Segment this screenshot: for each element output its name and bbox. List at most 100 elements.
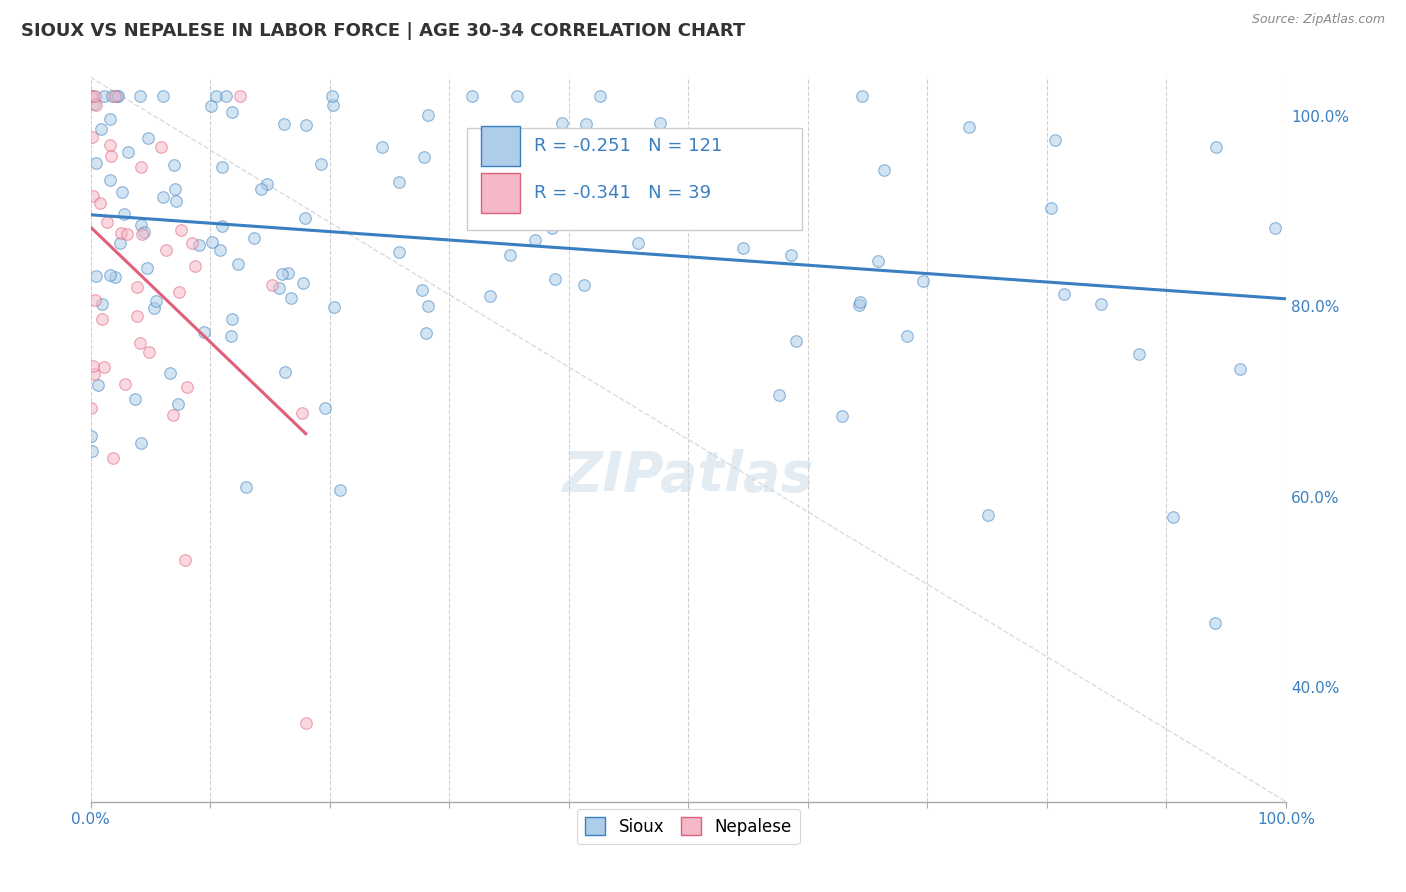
- Point: [112, 207, 135, 221]
- Point: [1229, 361, 1251, 376]
- Point: [117, 145, 139, 159]
- Point: [115, 227, 138, 241]
- Point: [181, 235, 204, 250]
- Point: [82, 359, 104, 373]
- Point: [129, 89, 152, 103]
- Point: [314, 401, 336, 415]
- Point: [176, 380, 198, 394]
- Point: [86, 156, 108, 170]
- Point: [131, 227, 153, 241]
- Point: [105, 89, 128, 103]
- Point: [1204, 615, 1226, 630]
- Point: [572, 278, 595, 293]
- Point: [416, 108, 439, 122]
- Point: [145, 294, 167, 309]
- Point: [110, 226, 132, 240]
- Point: [155, 243, 177, 257]
- Point: [136, 261, 159, 276]
- Point: [84, 293, 107, 307]
- Point: [291, 406, 314, 420]
- Point: [221, 104, 243, 119]
- Point: [107, 89, 129, 103]
- Point: [270, 267, 292, 281]
- Point: [129, 218, 152, 232]
- Point: [371, 140, 394, 154]
- Point: [84, 89, 107, 103]
- Point: [250, 182, 273, 196]
- Point: [219, 329, 242, 343]
- Point: [477, 160, 499, 174]
- Text: SIOUX VS NEPALESE IN LABOR FORCE | AGE 30-34 CORRELATION CHART: SIOUX VS NEPALESE IN LABOR FORCE | AGE 3…: [21, 22, 745, 40]
- Point: [98, 112, 121, 126]
- Point: [650, 116, 672, 130]
- Point: [211, 160, 233, 174]
- Point: [184, 259, 207, 273]
- Point: [912, 274, 935, 288]
- Point: [524, 233, 547, 247]
- Point: [648, 185, 671, 199]
- Point: [848, 294, 870, 309]
- Point: [506, 89, 529, 103]
- Point: [80, 130, 103, 145]
- Point: [169, 223, 191, 237]
- Point: [163, 182, 186, 196]
- Point: [672, 214, 695, 228]
- Point: [274, 365, 297, 379]
- Point: [91, 311, 114, 326]
- Point: [214, 89, 236, 103]
- Point: [627, 235, 650, 250]
- Text: ZIPatlas: ZIPatlas: [562, 449, 814, 503]
- Point: [98, 173, 121, 187]
- Point: [461, 89, 484, 103]
- Point: [235, 480, 257, 494]
- Point: [208, 243, 231, 257]
- Point: [124, 392, 146, 406]
- Point: [415, 326, 437, 341]
- Point: [138, 344, 160, 359]
- Point: [543, 272, 565, 286]
- Point: [100, 149, 122, 163]
- Point: [80, 401, 103, 415]
- FancyBboxPatch shape: [467, 128, 801, 229]
- Point: [187, 238, 209, 252]
- Point: [1205, 140, 1227, 154]
- Point: [167, 397, 190, 411]
- Point: [309, 156, 332, 170]
- Point: [134, 226, 156, 240]
- Point: [159, 366, 181, 380]
- Point: [1128, 347, 1150, 361]
- Point: [84, 98, 107, 112]
- Point: [260, 277, 283, 292]
- Point: [1040, 201, 1063, 215]
- Point: [101, 89, 124, 103]
- Point: [1264, 221, 1286, 235]
- Point: [114, 376, 136, 391]
- Point: [90, 121, 112, 136]
- Point: [165, 194, 187, 208]
- Point: [1090, 297, 1112, 311]
- Point: [768, 388, 790, 402]
- Point: [129, 436, 152, 450]
- Point: [294, 211, 316, 225]
- Point: [162, 408, 184, 422]
- Point: [1053, 287, 1076, 301]
- Point: [136, 131, 159, 145]
- Point: [896, 329, 918, 343]
- Point: [551, 115, 574, 129]
- Point: [125, 309, 148, 323]
- FancyBboxPatch shape: [481, 127, 520, 166]
- Point: [143, 301, 166, 315]
- Point: [589, 89, 612, 103]
- Point: [167, 285, 190, 299]
- Point: [1043, 133, 1066, 147]
- Point: [84, 268, 107, 283]
- Point: [763, 166, 786, 180]
- Point: [294, 118, 316, 132]
- Point: [98, 268, 121, 283]
- Point: [785, 334, 807, 348]
- Point: [83, 97, 105, 112]
- Point: [388, 176, 411, 190]
- Point: [851, 89, 873, 103]
- Point: [162, 158, 184, 172]
- Point: [957, 120, 980, 134]
